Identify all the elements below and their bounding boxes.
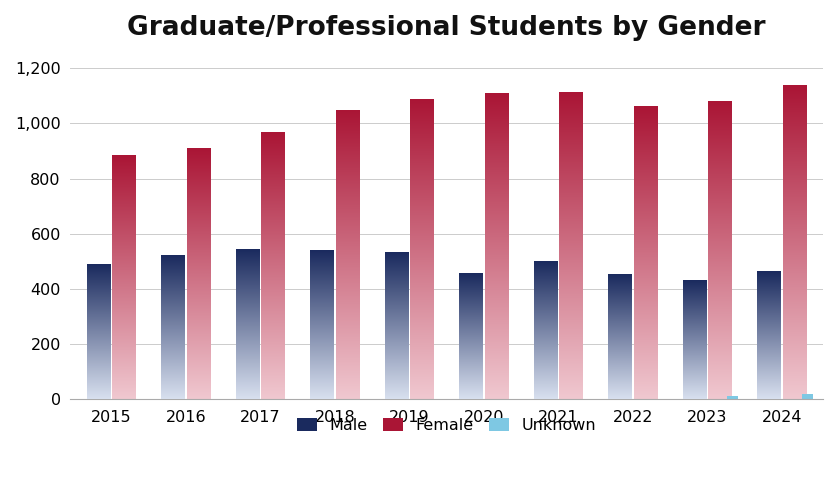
Title: Graduate/Professional Students by Gender: Graduate/Professional Students by Gender	[127, 15, 766, 41]
Bar	[802, 394, 813, 399]
Bar	[727, 395, 738, 399]
Legend: Male, Female, Unknown: Male, Female, Unknown	[291, 412, 603, 440]
